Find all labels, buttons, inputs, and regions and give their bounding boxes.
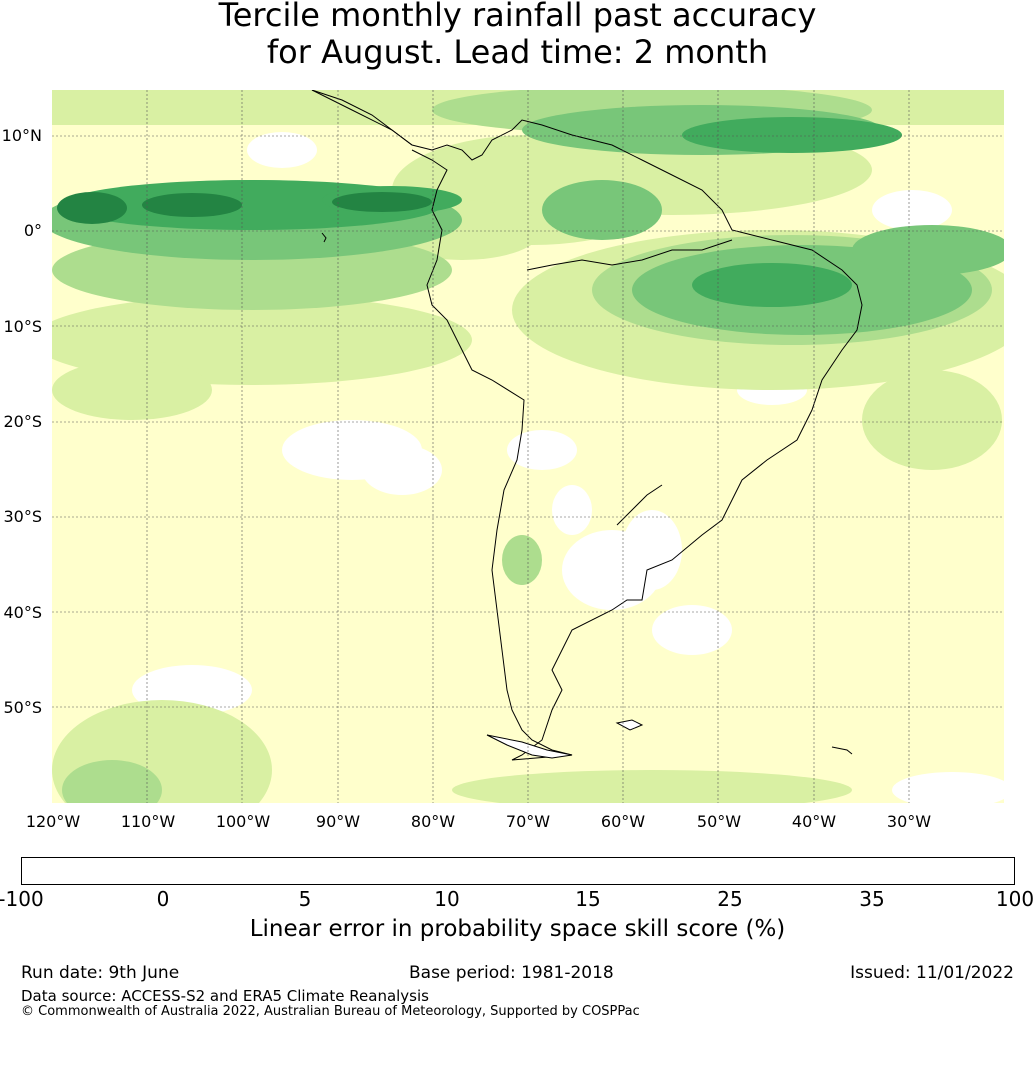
map-gridlines (52, 90, 1004, 803)
skill-score-map (52, 90, 1004, 803)
lon-label-120w: 120°W (25, 812, 81, 831)
lon-label-80w: 80°W (410, 812, 456, 831)
amazon-river (526, 239, 733, 271)
lat-label-10s: 10°S (3, 317, 42, 336)
lon-label-30w: 30°W (886, 812, 932, 831)
lat-label-10n: 10°N (1, 126, 42, 145)
skill-region-25-35 (62, 117, 902, 307)
colorbar-label: Linear error in probability space skill … (249, 916, 786, 942)
lon-label-90w: 90°W (315, 812, 361, 831)
colorbar (21, 857, 1015, 885)
south-america-coastline (311, 90, 863, 761)
colorbar-tick-label: 35 (859, 887, 885, 911)
map-title-line-1: Tercile monthly rainfall past accuracy (218, 0, 817, 34)
lon-label-100w: 100°W (215, 812, 271, 831)
base-period: Base period: 1981-2018 (409, 963, 614, 983)
lat-label-0: 0° (23, 221, 42, 240)
south-georgia (831, 746, 853, 755)
lon-label-40w: 40°W (791, 812, 837, 831)
issued-date: Issued: 11/01/2022 (850, 963, 1014, 983)
galapagos (321, 232, 327, 243)
colorbar-tick-label: 100 (995, 887, 1035, 911)
tierra-del-fuego (486, 734, 573, 759)
lon-label-110w: 110°W (120, 812, 176, 831)
colorbar-tick-label: -100 (0, 887, 44, 911)
colorbar-tick-label: 15 (575, 887, 601, 911)
lat-label-20s: 20°S (3, 412, 42, 431)
colorbar-tick-label: 25 (717, 887, 743, 911)
copyright: © Commonwealth of Australia 2022, Austra… (21, 1004, 640, 1019)
central-america (311, 90, 413, 146)
lon-label-50w: 50°W (696, 812, 742, 831)
colorbar-tick-label: 0 (156, 887, 170, 911)
skill-region-35-100 (57, 192, 432, 224)
map-title-line-2: for August. Lead time: 2 month (266, 33, 769, 71)
colorbar-tick-label: 5 (298, 887, 312, 911)
lat-label-50s: 50°S (3, 698, 42, 717)
lon-label-70w: 70°W (505, 812, 551, 831)
lat-label-30s: 30°S (3, 507, 42, 526)
rio-de-la-plata (616, 484, 663, 526)
lon-label-60w: 60°W (600, 812, 646, 831)
lat-label-40s: 40°S (3, 603, 42, 622)
run-date: Run date: 9th June (21, 963, 180, 983)
colorbar-tick-label: 10 (434, 887, 460, 911)
data-source: Data source: ACCESS-S2 and ERA5 Climate … (21, 987, 429, 1005)
